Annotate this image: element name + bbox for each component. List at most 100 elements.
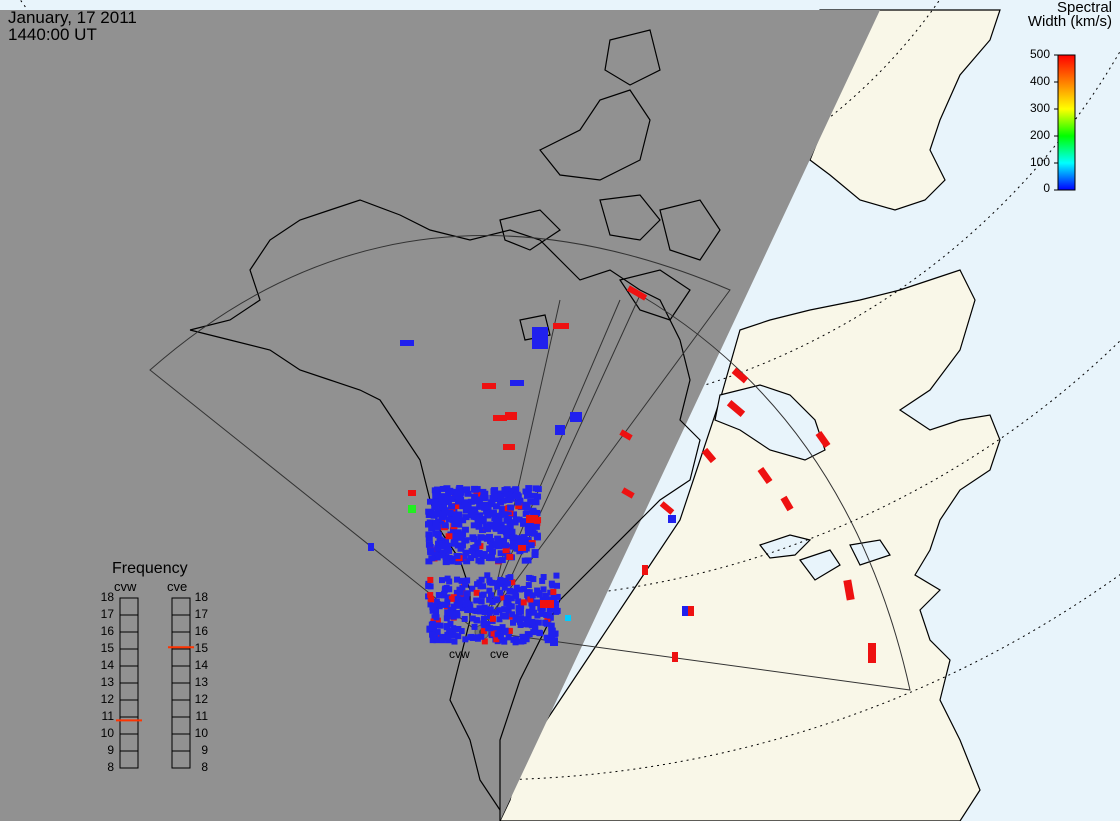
echo-cell — [529, 507, 537, 514]
echo-cell — [475, 549, 483, 556]
echo-cell — [461, 537, 469, 544]
echo-cell — [441, 498, 449, 505]
echo-cell — [508, 595, 515, 602]
echo-cell — [523, 621, 530, 628]
echo-cell — [482, 383, 496, 389]
echo-cell — [485, 555, 493, 562]
echo-cell — [533, 520, 541, 527]
echo-cell — [427, 547, 435, 554]
echo-cell — [463, 558, 471, 565]
echo-cell — [439, 485, 447, 492]
echo-cell — [513, 491, 521, 498]
echo-cell — [555, 425, 565, 435]
echo-cell — [505, 412, 517, 420]
frequency-tick-right: 8 — [201, 760, 208, 774]
echo-cell — [527, 596, 534, 603]
echo-cell — [453, 599, 460, 606]
echo-cell — [486, 596, 493, 603]
echo-cell — [659, 501, 675, 515]
echo-cell — [472, 607, 479, 614]
echo-cell — [488, 548, 496, 555]
echo-cell — [450, 594, 457, 601]
echo-cell — [520, 599, 527, 606]
echo-cell — [489, 615, 496, 622]
echo-cell — [497, 550, 505, 557]
echo-cell — [529, 592, 536, 599]
echo-cell — [474, 634, 481, 641]
colorbar-tick: 100 — [1029, 155, 1050, 169]
echo-cell — [511, 519, 519, 526]
echo-cell — [426, 625, 433, 632]
echo-cell — [458, 577, 465, 584]
echo-cell — [476, 543, 484, 550]
echo-cell — [463, 591, 470, 598]
echo-cell — [432, 519, 440, 526]
echo-cell — [432, 489, 440, 496]
echo-cell — [520, 534, 528, 541]
echo-cell — [499, 624, 506, 631]
echo-cell — [478, 598, 485, 605]
echo-cell — [460, 553, 468, 560]
echo-cell — [506, 553, 514, 560]
echo-cell — [429, 631, 436, 638]
echo-cell — [447, 558, 455, 565]
echo-cell — [525, 582, 532, 589]
echo-cell — [478, 633, 485, 640]
echo-cell — [494, 583, 501, 590]
echo-cell — [843, 579, 855, 601]
echo-cell — [479, 592, 486, 599]
echo-cell — [537, 605, 544, 612]
echo-cell — [510, 380, 524, 386]
frequency-tick-right: 12 — [194, 692, 208, 706]
echo-cell — [531, 549, 539, 556]
frequency-tick-right: 11 — [195, 709, 208, 723]
echo-cell — [550, 638, 558, 646]
echo-cell — [457, 489, 465, 496]
echo-cell — [467, 555, 475, 562]
colorbar-tick-marks — [1054, 54, 1058, 191]
echo-cell — [522, 503, 530, 510]
echo-cell — [472, 544, 480, 551]
echo-cell — [451, 632, 458, 639]
echo-cell — [489, 509, 497, 516]
echo-cell — [570, 412, 582, 422]
echo-cell — [525, 615, 532, 622]
echo-cell — [494, 535, 502, 542]
echo-cell — [474, 617, 481, 624]
echo-cell — [425, 535, 433, 542]
echo-cell — [550, 595, 557, 602]
echo-cell — [519, 633, 526, 640]
echo-cell — [432, 602, 439, 609]
echo-cell — [481, 490, 489, 497]
echo-cell — [455, 633, 462, 640]
echo-cell — [527, 575, 534, 582]
echo-cell — [400, 340, 414, 346]
echo-cell — [780, 495, 794, 512]
frequency-tick-right: 18 — [194, 590, 208, 604]
echo-cell — [530, 492, 538, 499]
echo-cell — [553, 323, 569, 329]
echo-cell — [426, 498, 434, 505]
echo-cell — [433, 608, 440, 615]
echo-cell — [458, 628, 465, 635]
echo-cell — [450, 625, 457, 632]
echo-cell — [868, 643, 876, 663]
colorbar-tick: 500 — [1029, 47, 1050, 61]
echo-cell — [434, 622, 441, 629]
echo-cell — [425, 558, 433, 565]
echo-cell — [509, 534, 517, 541]
colorbar-tick: 300 — [1029, 101, 1050, 115]
echo-cell — [530, 609, 537, 616]
echo-cell — [516, 618, 523, 625]
echo-cell — [484, 620, 491, 627]
echo-cell — [425, 520, 433, 527]
echo-cell — [481, 494, 489, 501]
echo-cell — [517, 586, 524, 593]
frequency-column-label-cvw: cvw — [114, 579, 137, 594]
echo-cell — [473, 589, 480, 596]
echo-cell — [523, 636, 530, 643]
echo-cell — [546, 612, 553, 619]
frequency-tick-right: 14 — [194, 658, 208, 672]
echo-cell — [487, 592, 494, 599]
echo-cell — [507, 574, 514, 581]
